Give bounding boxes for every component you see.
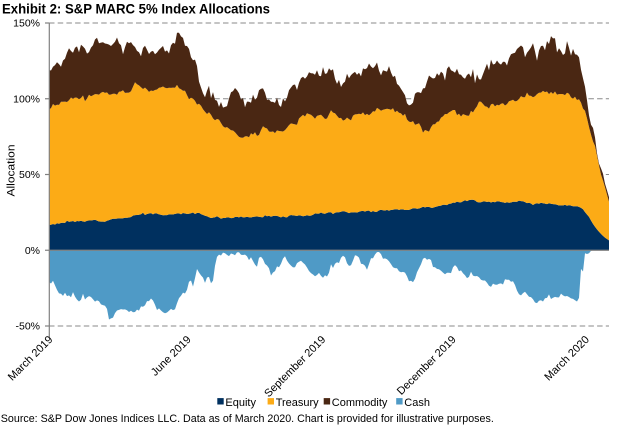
svg-text:50%: 50%	[19, 169, 40, 181]
svg-text:Equity: Equity	[225, 397, 256, 409]
svg-text:June 2019: June 2019	[149, 334, 194, 379]
svg-text:March 2019: March 2019	[6, 334, 56, 384]
svg-text:December 2019: December 2019	[395, 334, 459, 398]
svg-text:-50%: -50%	[15, 321, 40, 333]
svg-text:September 2019: September 2019	[262, 334, 328, 400]
svg-text:Source: S&P Dow Jones Indices: Source: S&P Dow Jones Indices LLC. Data …	[1, 413, 494, 425]
svg-text:100%: 100%	[13, 93, 40, 105]
svg-text:0%: 0%	[25, 245, 40, 257]
svg-text:Cash: Cash	[404, 397, 430, 409]
svg-text:150%: 150%	[13, 18, 40, 30]
svg-text:Exhibit 2: S&P MARC 5% Index A: Exhibit 2: S&P MARC 5% Index Allocations	[2, 2, 270, 17]
svg-text:March 2020: March 2020	[542, 334, 592, 384]
svg-text:Commodity: Commodity	[332, 397, 388, 409]
svg-text:Treasury: Treasury	[276, 397, 319, 409]
svg-text:Allocation: Allocation	[6, 145, 18, 197]
